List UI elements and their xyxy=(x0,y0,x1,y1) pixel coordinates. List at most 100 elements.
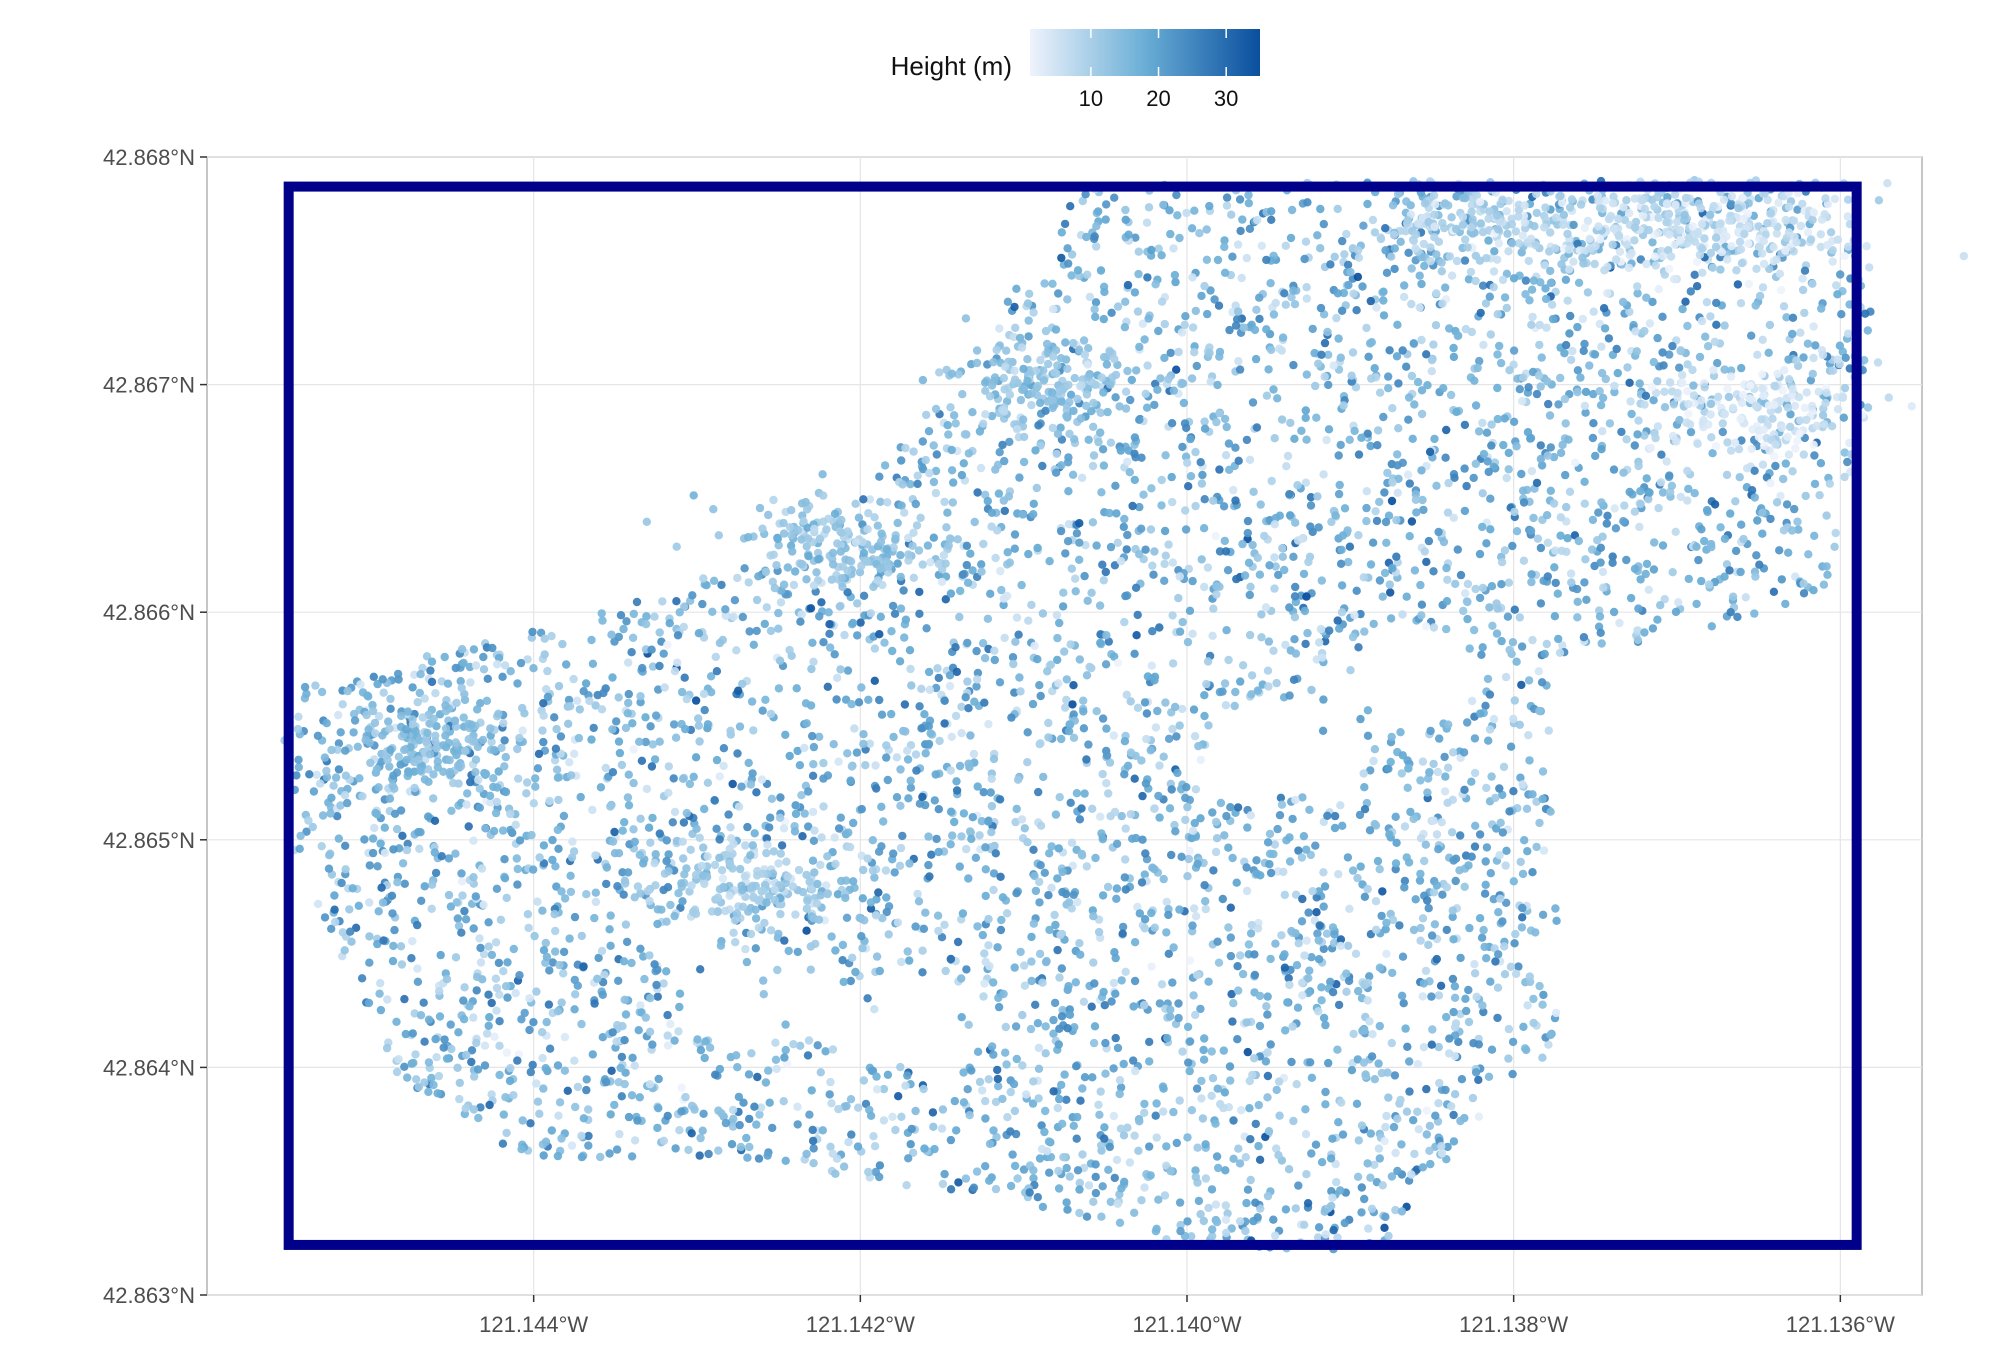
height-point xyxy=(1507,743,1515,751)
height-point xyxy=(1472,1068,1480,1076)
height-point xyxy=(554,1061,562,1069)
height-point xyxy=(1212,848,1220,856)
height-point xyxy=(764,1066,772,1074)
height-point xyxy=(1126,396,1134,404)
height-point xyxy=(1221,269,1229,277)
height-point xyxy=(330,891,338,899)
height-point xyxy=(1469,1094,1477,1102)
height-point xyxy=(1463,615,1471,623)
height-point xyxy=(1651,434,1659,442)
height-point xyxy=(1141,915,1149,923)
height-point xyxy=(1293,481,1301,489)
height-point xyxy=(629,825,637,833)
height-point xyxy=(1084,740,1092,748)
height-point xyxy=(696,965,704,973)
height-point xyxy=(1447,1102,1455,1110)
height-point xyxy=(431,689,439,697)
height-point xyxy=(492,1007,500,1015)
height-point xyxy=(506,810,514,818)
height-point xyxy=(1400,999,1408,1007)
height-point xyxy=(1363,487,1371,495)
height-point xyxy=(435,1072,443,1080)
height-point xyxy=(1304,1199,1312,1207)
height-point xyxy=(970,750,978,758)
height-point xyxy=(1420,979,1428,987)
height-point xyxy=(972,854,980,862)
height-point xyxy=(1036,1154,1044,1162)
height-point xyxy=(1279,553,1287,561)
height-point xyxy=(1228,1017,1236,1025)
height-point xyxy=(630,610,638,618)
height-point xyxy=(1039,609,1047,617)
height-point xyxy=(1095,928,1103,936)
height-point xyxy=(919,1085,927,1093)
height-point xyxy=(1057,1081,1065,1089)
height-point xyxy=(1535,707,1543,715)
height-point xyxy=(1220,502,1228,510)
height-point xyxy=(1379,413,1387,421)
height-point xyxy=(1510,508,1518,516)
height-point xyxy=(732,646,740,654)
height-point xyxy=(1410,339,1418,347)
height-point xyxy=(1705,580,1713,588)
height-point xyxy=(472,1039,480,1047)
height-point xyxy=(1285,691,1293,699)
height-point xyxy=(809,857,817,865)
height-point xyxy=(622,1010,630,1018)
height-point xyxy=(714,1146,722,1154)
legend-tick-label: 30 xyxy=(1214,86,1238,111)
height-point xyxy=(548,856,556,864)
height-point xyxy=(1140,1100,1148,1108)
height-point xyxy=(1147,484,1155,492)
height-point xyxy=(712,825,720,833)
height-point xyxy=(1100,461,1108,469)
height-point xyxy=(1449,1008,1457,1016)
height-point xyxy=(1449,748,1457,756)
height-point xyxy=(1209,497,1217,505)
height-point xyxy=(1044,719,1052,727)
height-point xyxy=(1479,489,1487,497)
height-point xyxy=(524,924,532,932)
height-point xyxy=(542,1138,550,1146)
height-point xyxy=(1300,951,1308,959)
height-point xyxy=(1263,1093,1271,1101)
height-point xyxy=(1509,787,1517,795)
height-point xyxy=(1147,246,1155,254)
height-point xyxy=(1224,844,1232,852)
height-point xyxy=(318,842,326,850)
height-point xyxy=(721,605,729,613)
height-point xyxy=(1303,198,1311,206)
height-point xyxy=(545,1000,553,1008)
height-point xyxy=(1255,294,1263,302)
height-point xyxy=(1182,424,1190,432)
height-point xyxy=(979,992,987,1000)
height-point xyxy=(1441,772,1449,780)
height-point xyxy=(1092,541,1100,549)
height-point xyxy=(1434,1099,1442,1107)
height-point xyxy=(984,615,992,623)
height-point xyxy=(1468,853,1476,861)
height-point xyxy=(831,833,839,841)
height-point xyxy=(966,550,974,558)
height-point xyxy=(973,1167,981,1175)
height-point xyxy=(1114,302,1122,310)
height-point xyxy=(1141,849,1149,857)
height-point xyxy=(1588,545,1596,553)
height-point xyxy=(1300,255,1308,263)
height-point xyxy=(655,662,663,670)
height-point xyxy=(768,1124,776,1132)
height-point xyxy=(1373,441,1381,449)
height-point xyxy=(1589,434,1597,442)
height-point xyxy=(1184,1058,1192,1066)
height-point xyxy=(529,1018,537,1026)
height-point xyxy=(1236,227,1244,235)
height-point xyxy=(1168,419,1176,427)
height-point xyxy=(1096,639,1104,647)
height-point xyxy=(843,914,851,922)
height-point xyxy=(900,633,908,641)
height-point xyxy=(1550,563,1558,571)
height-point xyxy=(907,681,915,689)
height-point xyxy=(1527,321,1535,329)
height-point xyxy=(1137,454,1145,462)
height-point xyxy=(1336,481,1344,489)
